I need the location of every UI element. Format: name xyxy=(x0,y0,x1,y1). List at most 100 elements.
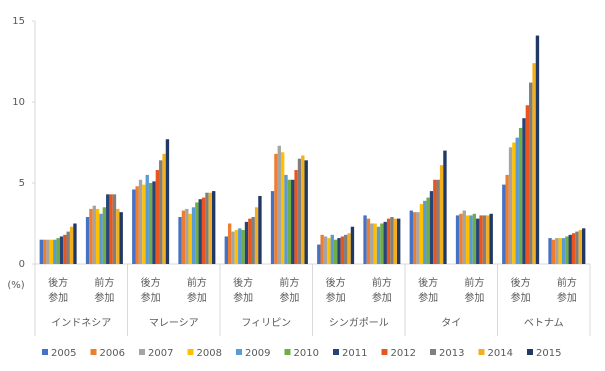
legend-label: 2015 xyxy=(536,348,561,359)
bar xyxy=(469,215,473,264)
bar xyxy=(304,160,308,264)
legend-swatch xyxy=(236,349,242,355)
bar xyxy=(85,217,90,264)
x-tick-label-line: 前方 xyxy=(187,276,207,289)
bar xyxy=(508,147,513,264)
x-tick-label: 前方参加 xyxy=(557,276,577,304)
bar xyxy=(366,218,371,264)
bar xyxy=(419,204,424,264)
bar xyxy=(412,212,417,264)
legend-label: 2009 xyxy=(245,348,270,359)
y-tick-label: 10 xyxy=(12,97,25,108)
bar xyxy=(548,238,552,264)
bar xyxy=(99,213,103,264)
bar xyxy=(502,184,506,264)
bar xyxy=(148,183,153,264)
x-tick-label-line: 前方 xyxy=(464,276,484,289)
x-tick-label: 後方参加 xyxy=(418,276,438,304)
bar xyxy=(568,234,572,264)
legend-label: 2007 xyxy=(148,348,173,359)
bar xyxy=(205,192,209,264)
bar xyxy=(433,179,437,264)
legend-label: 2012 xyxy=(391,348,416,359)
bar xyxy=(49,239,54,264)
bar xyxy=(423,200,427,264)
x-tick-label-line: 後方 xyxy=(326,276,346,289)
bar xyxy=(551,239,556,264)
bar xyxy=(317,244,321,264)
x-tick-label-line: 後方 xyxy=(418,276,438,289)
bar xyxy=(512,142,516,264)
legend-label: 2014 xyxy=(488,348,513,359)
bar xyxy=(238,228,242,264)
bar xyxy=(56,238,60,264)
x-tick-label-line: 参加 xyxy=(557,291,577,304)
legend-label: 2008 xyxy=(197,348,222,359)
bar xyxy=(135,186,139,264)
legend-swatch xyxy=(527,349,533,355)
bar xyxy=(287,179,292,264)
group-label: マレーシア xyxy=(149,318,199,329)
bar xyxy=(476,218,480,264)
bar xyxy=(390,217,394,264)
x-tick-label-line: 前方 xyxy=(372,276,392,289)
x-tick-label-line: 後方 xyxy=(48,276,68,289)
bar xyxy=(294,170,298,264)
bar xyxy=(370,223,374,264)
bar xyxy=(195,202,199,264)
bar xyxy=(46,239,50,264)
legend-swatch xyxy=(333,349,339,355)
x-tick-label: 前方参加 xyxy=(187,276,207,304)
bar xyxy=(455,215,460,264)
x-tick-label-line: 参加 xyxy=(233,291,253,304)
bar xyxy=(188,213,192,264)
bar xyxy=(165,139,170,264)
bar xyxy=(472,213,477,264)
bar xyxy=(181,210,186,264)
bar xyxy=(89,208,93,264)
x-tick-label-line: 後方 xyxy=(511,276,531,289)
bar xyxy=(155,170,160,264)
bar xyxy=(337,238,341,264)
x-tick-label: 後方参加 xyxy=(511,276,531,304)
legend-swatch xyxy=(284,349,291,355)
x-tick-label: 前方参加 xyxy=(464,276,484,304)
x-tick-label-line: 参加 xyxy=(141,291,161,304)
bar xyxy=(198,199,202,264)
bar xyxy=(465,215,470,264)
bar xyxy=(575,231,579,264)
bar xyxy=(535,35,540,264)
bar xyxy=(152,181,156,264)
bar xyxy=(320,234,324,264)
bar xyxy=(565,236,569,264)
bar xyxy=(162,153,166,264)
bar xyxy=(185,208,189,264)
bar xyxy=(383,221,387,264)
bar xyxy=(234,229,239,264)
legend-swatch xyxy=(187,349,194,355)
bar xyxy=(330,234,334,264)
bar xyxy=(142,184,146,264)
bar xyxy=(106,194,110,264)
bar xyxy=(53,239,57,264)
bar xyxy=(515,137,519,264)
bar xyxy=(248,218,252,264)
bar xyxy=(344,234,348,264)
bar xyxy=(462,210,466,264)
bar xyxy=(277,145,281,264)
bar xyxy=(116,208,120,264)
bar xyxy=(347,233,351,264)
bar xyxy=(333,239,338,264)
bar xyxy=(397,218,401,264)
x-tick-label-line: 前方 xyxy=(557,276,577,289)
bar xyxy=(191,207,196,264)
y-tick-label: 0 xyxy=(19,259,25,270)
group-label: フィリピン xyxy=(241,317,291,329)
group-label: ベトナム xyxy=(524,317,564,329)
x-tick-label-line: 前方 xyxy=(279,276,299,289)
bar xyxy=(578,229,583,264)
bar xyxy=(416,212,420,264)
bar xyxy=(270,191,275,264)
bar xyxy=(459,213,463,264)
